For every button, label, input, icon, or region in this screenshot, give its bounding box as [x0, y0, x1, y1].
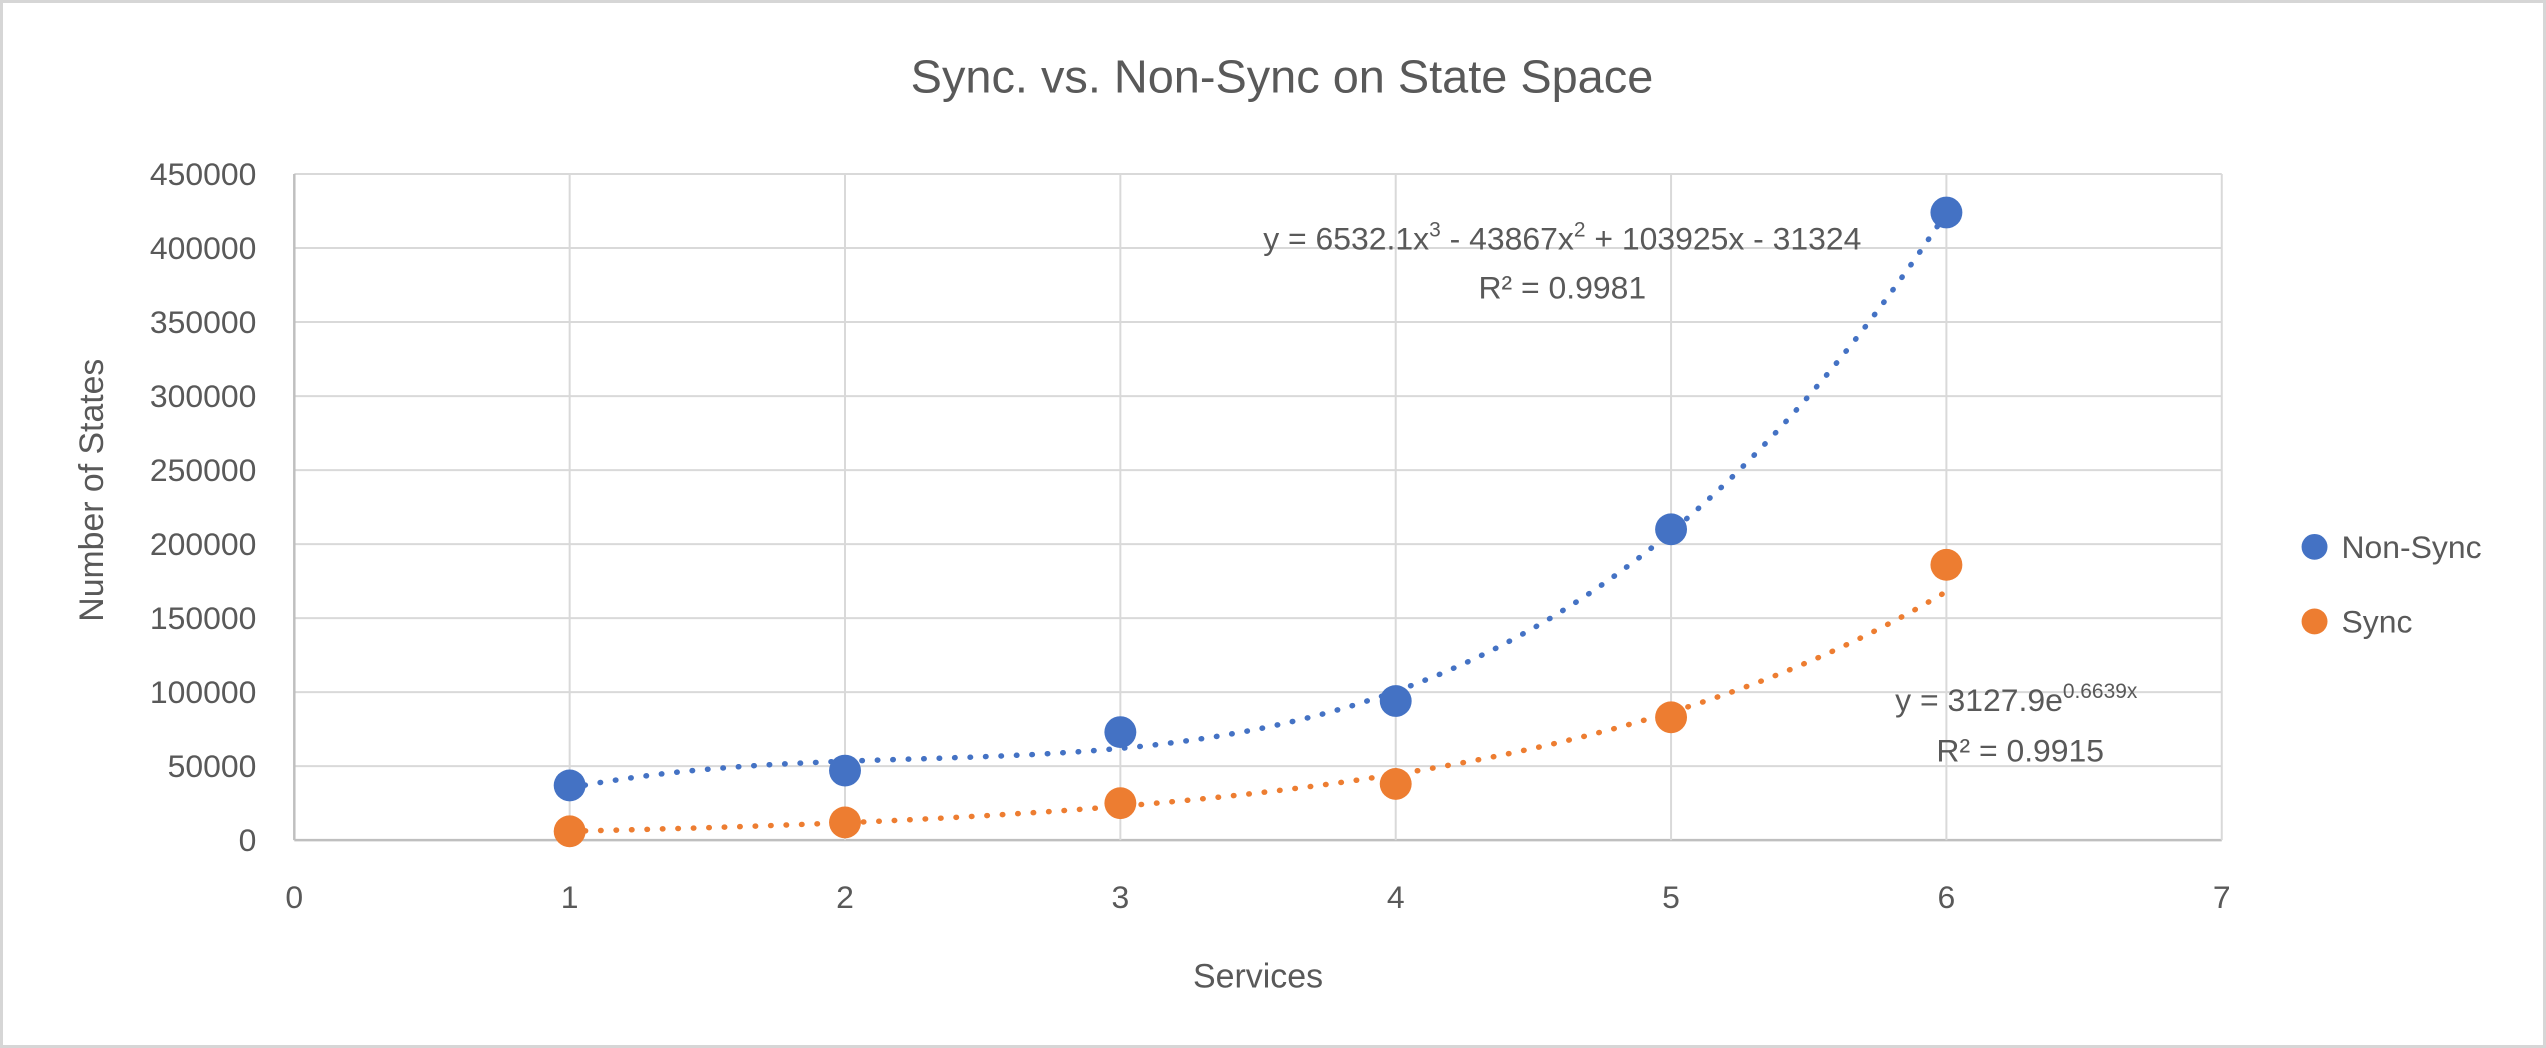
data-point-non-sync [553, 769, 586, 802]
data-point-sync [553, 815, 586, 848]
x-tick-label: 5 [1662, 879, 1680, 915]
y-tick-label: 350000 [150, 304, 256, 340]
data-point-sync [1379, 768, 1412, 800]
data-point-sync [1104, 787, 1137, 820]
x-axis-title: Services [1193, 957, 1323, 995]
legend-label-sync: Sync [2341, 603, 2412, 639]
trendline-non-sync [566, 209, 1950, 791]
equation-exponent: 2 [1574, 219, 1586, 242]
y-tick-label: 450000 [150, 156, 256, 192]
x-tick-label: 6 [1938, 879, 1956, 915]
data-point-sync [829, 806, 861, 839]
scatter-chart: 0500001000001500002000002500003000003500… [73, 51, 2482, 996]
x-tick-label: 7 [2213, 879, 2231, 915]
data-point-non-sync [1930, 196, 1963, 229]
y-tick-label: 0 [239, 822, 257, 858]
data-point-non-sync [1104, 716, 1137, 749]
y-axis-title: Number of States [73, 359, 111, 622]
equation-segment: - 43867x [1441, 221, 1574, 257]
y-tick-label: 100000 [150, 674, 256, 710]
x-tick-label: 3 [1111, 879, 1129, 915]
equation-segment: + 103925x - 31324 [1585, 221, 1861, 257]
data-point-sync [1930, 548, 1963, 581]
sync-trendline-r2: R² = 0.9915 [1936, 733, 2104, 769]
x-tick-label: 0 [285, 879, 303, 915]
legend-label-nonsync: Non-Sync [2341, 529, 2481, 565]
trendlines [566, 209, 1950, 834]
y-tick-label: 400000 [150, 230, 256, 266]
nonsync-trendline-r2: R² = 0.9981 [1478, 269, 1646, 305]
equation-segment: y = 6532.1x [1263, 221, 1429, 257]
y-tick-label: 50000 [168, 748, 257, 784]
legend: Non-Sync Sync [2301, 529, 2482, 639]
trendline-sync [566, 588, 1950, 834]
equation-exponent: 0.6639x [2063, 680, 2138, 703]
y-tick-label: 200000 [150, 526, 256, 562]
x-tick-label: 2 [836, 879, 854, 915]
legend-marker-sync [2301, 608, 2328, 635]
gridlines [293, 173, 2223, 842]
y-tick-label: 250000 [150, 452, 256, 488]
legend-marker-nonsync [2301, 533, 2328, 560]
data-point-non-sync [1655, 513, 1688, 546]
data-points [553, 196, 1963, 848]
equation-exponent: 3 [1429, 219, 1441, 242]
equation-segment: y = 3127.9e [1895, 682, 2063, 718]
chart-title: Sync. vs. Non-Sync on State Space [911, 51, 1654, 103]
data-point-sync [1655, 701, 1688, 734]
nonsync-trendline-equation: y = 6532.1x3 - 43867x2 + 103925x - 31324 [1263, 219, 1861, 257]
y-tick-label: 300000 [150, 378, 256, 414]
data-point-non-sync [829, 754, 861, 787]
x-tick-label: 4 [1387, 879, 1405, 915]
y-tick-label: 150000 [150, 600, 256, 636]
axis-tick-labels: 0500001000001500002000002500003000003500… [150, 156, 2231, 915]
data-point-non-sync [1379, 685, 1412, 717]
sync-trendline-equation: y = 3127.9e0.6639x [1895, 680, 2138, 718]
x-tick-label: 1 [561, 879, 579, 915]
